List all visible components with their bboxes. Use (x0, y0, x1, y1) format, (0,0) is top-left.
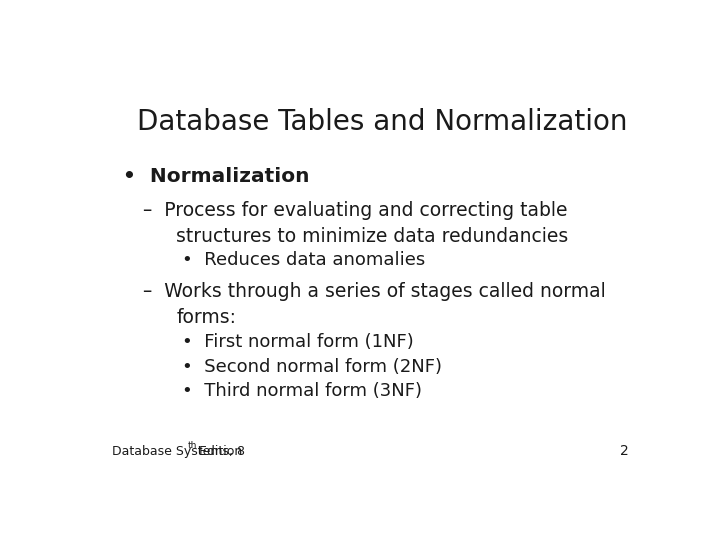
Text: •  First normal form (1NF): • First normal form (1NF) (182, 333, 414, 350)
Text: forms:: forms: (176, 308, 236, 327)
Text: th: th (188, 441, 197, 450)
Text: •  Second normal form (2NF): • Second normal form (2NF) (182, 357, 442, 375)
Text: •  Third normal form (3NF): • Third normal form (3NF) (182, 382, 422, 401)
Text: Edition: Edition (195, 445, 242, 458)
Text: 2: 2 (620, 444, 629, 458)
Text: structures to minimize data redundancies: structures to minimize data redundancies (176, 227, 569, 246)
Text: Database Tables and Normalization: Database Tables and Normalization (138, 109, 628, 137)
Text: –  Works through a series of stages called normal: – Works through a series of stages calle… (143, 282, 606, 301)
Text: –  Process for evaluating and correcting table: – Process for evaluating and correcting … (143, 201, 567, 220)
Text: Database Systems, 8: Database Systems, 8 (112, 445, 246, 458)
Text: •  Normalization: • Normalization (124, 167, 310, 186)
Text: •  Reduces data anomalies: • Reduces data anomalies (182, 251, 426, 269)
